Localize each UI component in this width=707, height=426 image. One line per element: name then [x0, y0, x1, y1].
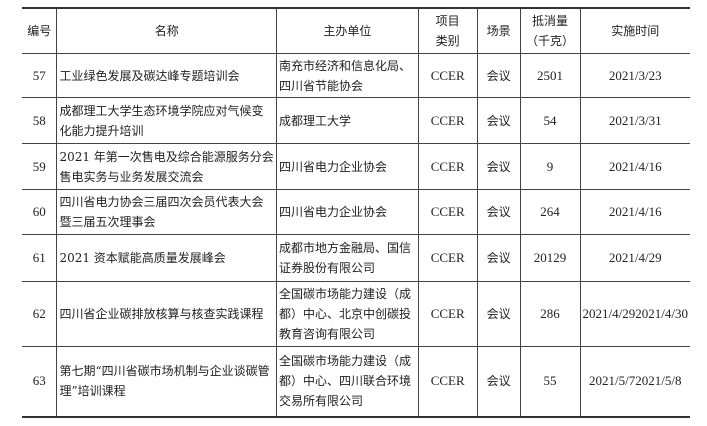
header-row: 编号 名称 主办单位 项目类别 场景 抵消量 （千克） 实施时间 — [22, 8, 690, 54]
row-organizer: 全国碳市场能力建设（成都）中心、四川联合环境交易所有限公司 — [275, 346, 419, 417]
row-date: 2021/4/16 — [579, 143, 690, 190]
row-organizer: 成都市地方金融局、国信证券股份有限公司 — [275, 234, 419, 282]
header-scene: 场景 — [476, 8, 521, 54]
header-type: 项目 类别 — [417, 8, 478, 54]
row-organizer: 成都理工大学 — [275, 97, 419, 144]
row-amount: 55 — [519, 346, 581, 417]
row-id: 61 — [22, 234, 58, 282]
header-date: 实施时间 — [579, 8, 690, 54]
row-organizer: 全国碳市场能力建设（成都）中心、北京中创碳投教育咨询有限公司 — [275, 281, 419, 347]
row-amount: 2501 — [519, 53, 581, 98]
table-row: 61 2021 资本赋能高质量发展峰会 成都市地方金融局、国信证券股份有限公司 CCE… — [22, 234, 690, 282]
row-scene: 会议 — [476, 53, 521, 98]
table-row: 59 2021 年第一次售电及综合能源服务分会售电实务与业务发展交流会 四川省电力企… — [22, 143, 690, 190]
row-id: 59 — [22, 143, 58, 190]
header-type-line1: 项目 — [435, 14, 460, 28]
row-date: 2021/4/29 — [579, 234, 690, 282]
row-type: CCER — [417, 53, 478, 98]
row-organizer: 南充市经济和信息化局、四川省节能协会 — [275, 53, 419, 98]
header-amount: 抵消量 （千克） — [519, 8, 581, 54]
row-id: 62 — [22, 281, 58, 347]
table-row: 62 四川省企业碳排放核算与核查实践课程 全国碳市场能力建设（成都）中心、北京中创碳… — [22, 281, 690, 347]
header-type-line2: 类别 — [435, 34, 460, 48]
row-date: 2021/3/31 — [579, 97, 690, 144]
header-organizer: 主办单位 — [275, 8, 419, 54]
header-amount-line2: （千克） — [526, 34, 575, 48]
row-id: 58 — [22, 97, 58, 144]
row-type: CCER — [417, 189, 478, 235]
row-type: CCER — [417, 234, 478, 282]
row-amount: 9 — [519, 143, 581, 190]
row-organizer: 四川省电力企业协会 — [275, 189, 419, 235]
row-id: 57 — [22, 53, 58, 98]
row-name: 工业绿色发展及碳达峰专题培训会 — [56, 53, 277, 98]
row-type: CCER — [417, 346, 478, 417]
row-amount: 54 — [519, 97, 581, 144]
row-name: 四川省电力协会三届四次会员代表大会暨三届五次理事会 — [56, 189, 277, 235]
row-scene: 会议 — [476, 97, 521, 144]
row-scene: 会议 — [476, 281, 521, 347]
row-scene: 会议 — [476, 346, 521, 417]
row-date: 2021/4/16 — [579, 189, 690, 235]
table-row: 57 工业绿色发展及碳达峰专题培训会 南充市经济和信息化局、四川省节能协会 CCER 会… — [22, 53, 690, 98]
row-date: 2021/3/23 — [579, 53, 690, 98]
row-type: CCER — [417, 281, 478, 347]
row-date: 2021/4/292021/4/30 — [579, 281, 690, 347]
row-organizer: 四川省电力企业协会 — [275, 143, 419, 190]
row-date: 2021/5/72021/5/8 — [579, 346, 690, 417]
row-scene: 会议 — [476, 189, 521, 235]
row-name: 2021 年第一次售电及综合能源服务分会售电实务与业务发展交流会 — [56, 143, 277, 190]
row-id: 60 — [22, 189, 58, 235]
table-row: 58 成都理工大学生态环境学院应对气候变化能力提升培训 成都理工大学 CCER 会议 54… — [22, 97, 690, 144]
row-name: 四川省企业碳排放核算与核查实践课程 — [56, 281, 277, 347]
row-name: 2021 资本赋能高质量发展峰会 — [56, 234, 277, 282]
row-name: 第七期“四川省碳市场机制与企业谈碳管理”培训课程 — [56, 346, 277, 417]
offset-table: 编号 名称 主办单位 项目类别 场景 抵消量 （千克） 实施时间 57 工业绿色发展… — [22, 7, 690, 418]
row-scene: 会议 — [476, 234, 521, 282]
row-scene: 会议 — [476, 143, 521, 190]
row-amount: 264 — [519, 189, 581, 235]
row-type: CCER — [417, 143, 478, 190]
header-name: 名称 — [56, 8, 277, 54]
header-amount-line1: 抵消量 — [532, 14, 569, 28]
table-row: 63 第七期“四川省碳市场机制与企业谈碳管理”培训课程 全国碳市场能力建设（成都）中… — [22, 346, 690, 417]
row-type: CCER — [417, 97, 478, 144]
row-name: 成都理工大学生态环境学院应对气候变化能力提升培训 — [56, 97, 277, 144]
row-amount: 20129 — [519, 234, 581, 282]
header-id: 编号 — [22, 8, 58, 54]
row-amount: 286 — [519, 281, 581, 347]
row-id: 63 — [22, 346, 58, 417]
table-row: 60 四川省电力协会三届四次会员代表大会暨三届五次理事会 四川省电力企业协会 CCER… — [22, 189, 690, 235]
